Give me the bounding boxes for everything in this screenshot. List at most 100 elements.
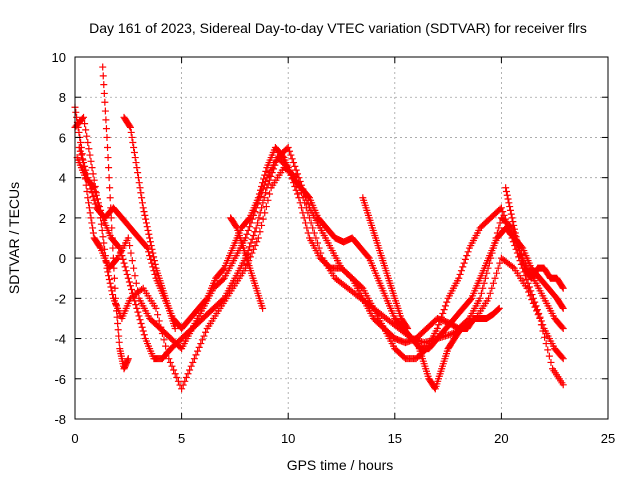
data-point — [558, 303, 566, 311]
data-point — [448, 330, 456, 338]
data-point — [523, 275, 531, 283]
data-point — [187, 326, 195, 334]
series-track-9 — [227, 214, 267, 312]
data-point — [149, 249, 157, 257]
data-point — [182, 374, 190, 382]
data-point — [75, 128, 83, 136]
data-point — [296, 199, 304, 207]
data-point — [459, 263, 467, 271]
data-point — [101, 107, 109, 115]
data-point — [160, 336, 168, 344]
data-point — [219, 275, 227, 283]
data-point — [502, 184, 510, 192]
x-tick-label: 10 — [281, 431, 295, 446]
data-point — [78, 115, 86, 123]
data-point — [303, 224, 311, 232]
data-point — [73, 113, 81, 121]
data-point — [502, 187, 510, 195]
data-point — [130, 144, 138, 151]
data-point — [92, 191, 100, 199]
data-point — [461, 255, 469, 263]
data-point — [258, 182, 266, 190]
data-point — [541, 333, 549, 341]
data-point — [531, 298, 539, 306]
data-point — [496, 259, 504, 267]
data-point — [114, 326, 122, 334]
data-point — [89, 193, 97, 201]
data-point — [102, 258, 110, 266]
data-point — [446, 331, 454, 339]
data-point — [110, 264, 118, 272]
data-point — [132, 279, 140, 287]
data-point — [403, 323, 411, 331]
data-point — [527, 287, 535, 295]
data-point — [126, 123, 134, 131]
data-point — [503, 219, 511, 227]
data-point — [105, 164, 113, 172]
data-point — [148, 245, 156, 253]
data-point — [435, 321, 443, 329]
data-point — [288, 155, 296, 163]
data-point — [494, 306, 502, 314]
y-tick-labels: -8 -6 -4 -2 0 2 4 6 8 10 — [52, 50, 66, 427]
data-point — [131, 272, 139, 280]
data-point — [529, 294, 537, 302]
data-point — [115, 338, 123, 346]
data-point — [506, 203, 514, 211]
data-point — [135, 179, 143, 187]
data-point — [559, 325, 567, 332]
y-tick-label: -6 — [54, 372, 66, 387]
data-point — [125, 278, 133, 286]
data-point — [535, 309, 543, 317]
data-point — [100, 89, 108, 97]
data-point — [140, 208, 148, 216]
data-point — [524, 279, 532, 287]
data-point — [292, 166, 300, 174]
data-point — [455, 274, 463, 282]
data-point — [91, 200, 99, 208]
x-tick-label: 20 — [494, 431, 508, 446]
data-point — [117, 248, 125, 256]
data-point — [141, 211, 149, 219]
data-point — [497, 204, 505, 212]
data-point — [507, 210, 515, 218]
data-point — [136, 316, 144, 324]
data-point — [107, 283, 115, 291]
data-point — [187, 362, 195, 370]
data-point — [157, 323, 165, 331]
data-point — [101, 245, 109, 253]
data-point — [152, 304, 160, 312]
y-tick-label: 8 — [59, 90, 66, 105]
data-point — [501, 215, 509, 223]
data-point — [532, 302, 540, 310]
data-point — [243, 230, 251, 238]
data-point — [253, 238, 261, 246]
data-point — [171, 370, 179, 378]
data-point — [310, 229, 318, 237]
y-tick-label: 0 — [59, 251, 66, 266]
data-point — [256, 228, 264, 236]
data-point — [128, 257, 136, 265]
data-point — [499, 208, 507, 216]
data-point — [115, 243, 123, 251]
data-point — [137, 319, 145, 327]
data-point — [246, 253, 254, 261]
data-point — [443, 298, 451, 306]
data-point — [142, 219, 150, 227]
data-point — [493, 269, 501, 277]
data-point — [138, 199, 146, 207]
data-point — [118, 252, 126, 260]
data-point — [110, 274, 118, 282]
data-point — [287, 151, 295, 159]
data-point — [244, 226, 252, 234]
data-point — [547, 358, 555, 366]
data-point — [104, 268, 112, 276]
data-point — [170, 366, 178, 374]
data-point — [128, 133, 136, 141]
data-point — [137, 189, 145, 197]
data-point — [86, 151, 94, 159]
data-point — [80, 113, 88, 121]
data-point — [559, 355, 567, 363]
data-point — [258, 221, 266, 229]
data-point — [259, 215, 267, 223]
